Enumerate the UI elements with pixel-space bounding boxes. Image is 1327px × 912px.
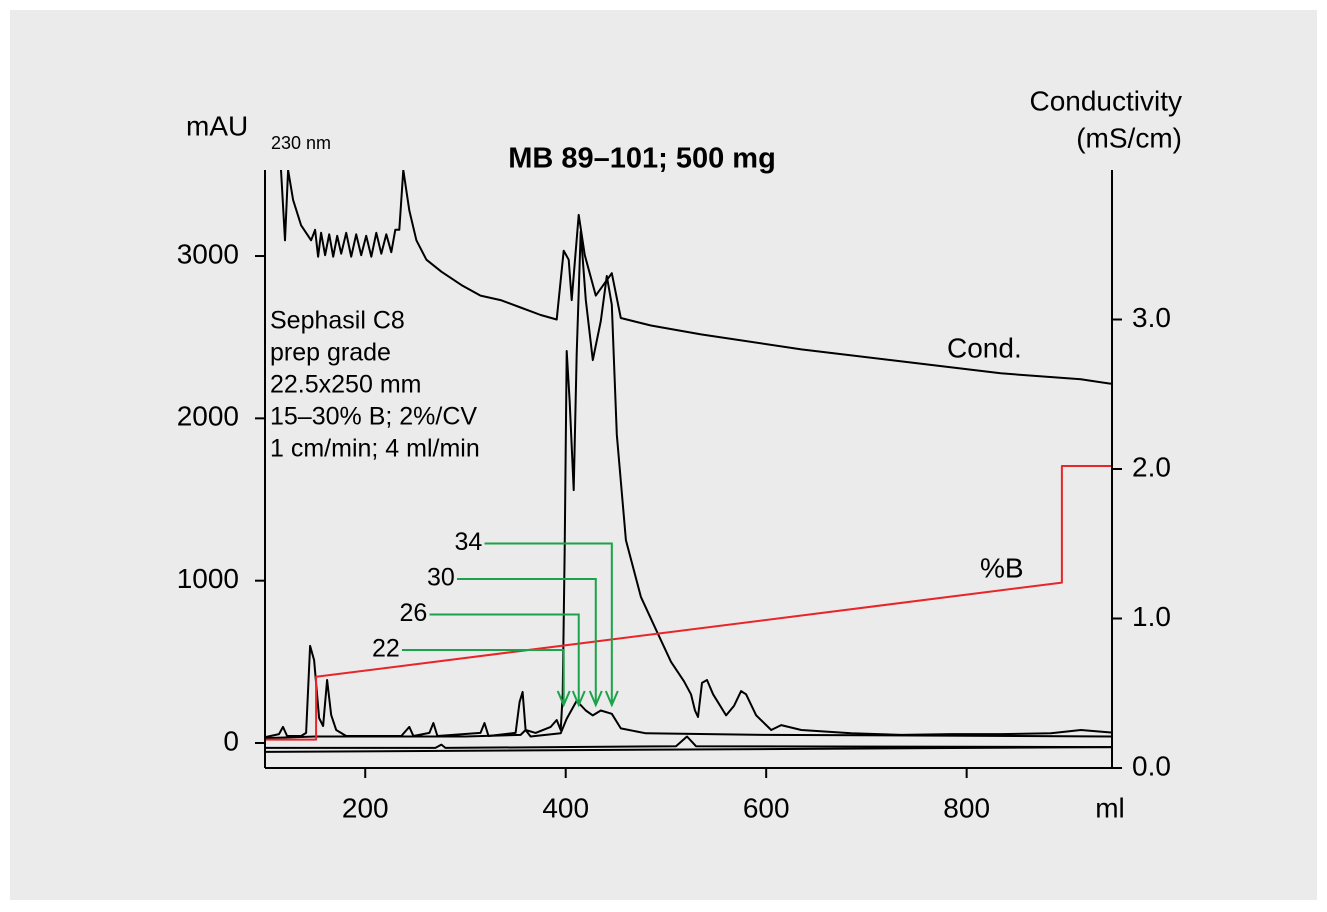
x-tick-label: 400: [542, 792, 589, 823]
y-tick-label: 2000: [177, 401, 239, 432]
fraction-label: 26: [400, 599, 428, 627]
y2-tick-label: 1.0: [1132, 601, 1171, 632]
y2-tick-label: 2.0: [1132, 451, 1171, 482]
y2-tick-label: 0.0: [1132, 750, 1171, 781]
series-line: [266, 735, 1112, 749]
annotation-line: 22.5x250 mm: [270, 371, 421, 399]
series-line: [266, 465, 1111, 741]
fraction-arrow: [402, 649, 571, 708]
fraction-arrow: [429, 613, 586, 708]
annotation-line: 15–30% B; 2%/CV: [270, 403, 477, 431]
annotation-line: 1 cm/min; 4 ml/min: [270, 435, 480, 463]
background: [10, 10, 1317, 900]
series-line: [265, 230, 1112, 738]
annotation-line: prep grade: [270, 339, 391, 367]
x-tick-label: 800: [943, 792, 990, 823]
series-label: Cond.: [947, 332, 1022, 363]
fraction-label: 22: [372, 635, 400, 663]
y-axis-label: mAU: [186, 110, 248, 141]
fraction-arrow: [484, 542, 619, 708]
fraction-label: 30: [427, 564, 455, 592]
x-axis-label: ml: [1095, 792, 1125, 823]
chart-title: MB 89–101; 500 mg: [508, 143, 776, 175]
fraction-arrow: [457, 578, 603, 708]
series-line: [280, 170, 1112, 385]
y2-tick-label: 3.0: [1132, 302, 1171, 333]
y2-axis-label: Conductivity: [1029, 85, 1182, 116]
plot-area: [265, 170, 1112, 753]
x-tick-label: 600: [743, 792, 790, 823]
series-label: %B: [980, 552, 1024, 583]
y2-axis-label: (mS/cm): [1076, 122, 1182, 153]
annotation: Sephasil C8 prep grade 22.5x250 mm 15–30% B…: [270, 307, 480, 463]
series-line: [265, 746, 1112, 753]
y-axis-label-sub: 230 nm: [271, 133, 331, 153]
annotation-line: Sephasil C8: [270, 307, 405, 335]
fraction-label: 34: [455, 528, 483, 556]
y-tick-label: 1000: [177, 563, 239, 594]
y-tick-label: 3000: [177, 238, 239, 269]
y-tick-label: 0: [223, 725, 239, 756]
series-line: [265, 699, 1112, 740]
x-tick-label: 200: [342, 792, 389, 823]
